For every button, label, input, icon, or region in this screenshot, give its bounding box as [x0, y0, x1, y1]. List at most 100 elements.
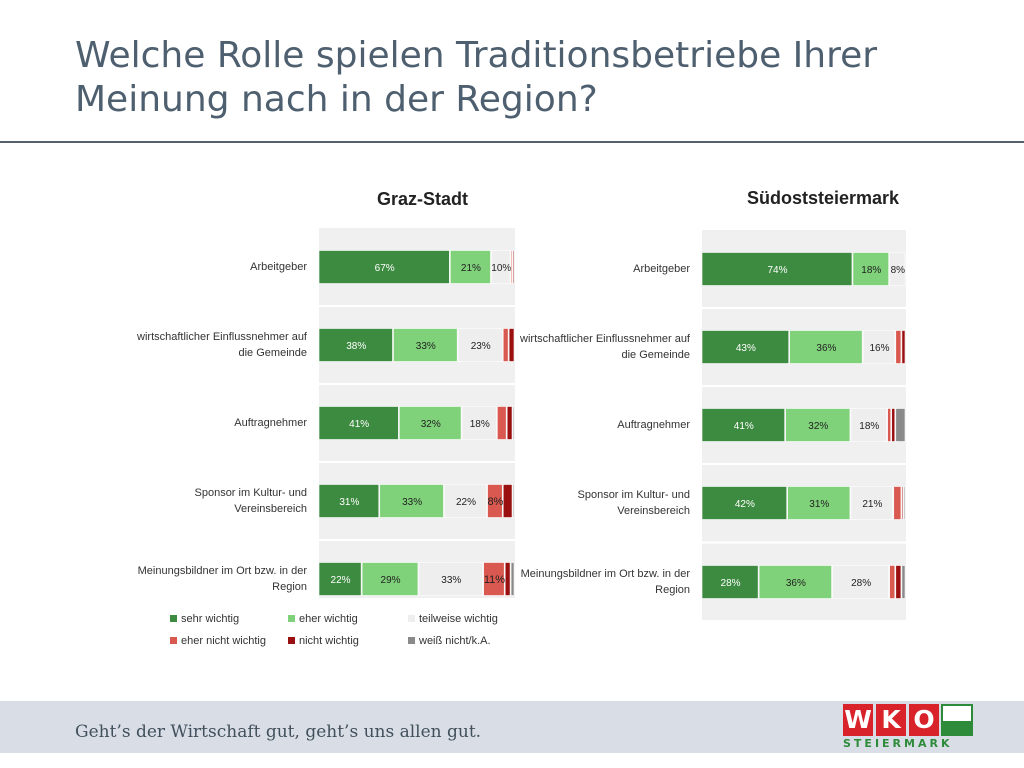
category-label: Sponsor im Kultur- und Vereinsbereich [194, 487, 308, 515]
page-title-line-1: Welche Rolle spielen Traditionsbetriebe … [75, 35, 878, 76]
bar-data-label: 22% [456, 497, 476, 508]
bar-segment-eher_nicht_wichtig [887, 408, 892, 442]
bar-data-label: 31% [809, 499, 829, 510]
charts-canvas: 67% 21% 10% 38% 33% 23% 41% 32% 18% 31% 33% 22% 8% 22… [318, 228, 906, 620]
bar-data-label: 18% [470, 419, 490, 430]
bar-data-label: 41% [734, 421, 754, 432]
legend-swatch [288, 637, 295, 644]
category-label: wirtschaftlicher Einflussnehmer auf die … [520, 333, 690, 361]
bar-segment-eher_wichtig [361, 562, 419, 596]
bar-segment-eher_nicht_wichtig [483, 562, 505, 596]
bar-data-label: 28% [721, 578, 741, 589]
bar-segment-teilweise_wichtig [491, 250, 511, 284]
bar-segment-nicht_wichtig [502, 484, 513, 518]
bar-segment-eher_wichtig [379, 484, 444, 518]
bar-segment-nicht_wichtig [508, 328, 515, 362]
bar-segment-eher_wichtig [399, 406, 462, 440]
bar-data-label: 16% [869, 343, 889, 354]
legend-swatch [170, 637, 177, 644]
bar-segment-weiss_nicht [895, 408, 906, 442]
bar-segment-sehr_wichtig [318, 484, 380, 518]
bar-segment-nicht_wichtig [901, 486, 904, 520]
chart-title-suedost: Südoststeiermark [747, 188, 900, 208]
bar-segment-sehr_wichtig [318, 406, 399, 440]
bar-segment-nicht_wichtig [506, 406, 513, 440]
bar-data-label: 22% [331, 575, 351, 586]
bar-data-label: 67% [375, 263, 395, 274]
bar-data-label: 11% [484, 574, 505, 586]
bar-data-label: 33% [416, 341, 436, 352]
bar-data-label: 41% [349, 419, 369, 430]
legend-swatch [408, 615, 415, 622]
bar-data-label: 29% [381, 575, 401, 586]
bar-data-label: 43% [736, 343, 756, 354]
category-label: Auftragnehmer [617, 419, 690, 431]
bar-data-label: 36% [786, 578, 806, 589]
bar-segment-eher_nicht_wichtig [502, 328, 509, 362]
bar-segment-teilweise_wichtig [889, 252, 906, 286]
bar-segment-nicht_wichtig [895, 565, 902, 599]
bar-segment-eher_wichtig [450, 250, 491, 284]
footer-tagline: Geht’s der Wirtschaft gut, geht’s uns al… [75, 722, 482, 742]
bar-segment-weiss_nicht [903, 486, 906, 520]
wko-logo: W K O STEIERMARK [843, 704, 975, 752]
bar-segment-sehr_wichtig [701, 565, 759, 599]
bar-segment-eher_nicht_wichtig [497, 406, 507, 440]
bar-segment-weiss_nicht [510, 562, 515, 596]
bar-data-label: 8% [891, 265, 906, 276]
bar-data-label: 38% [346, 341, 366, 352]
bar-segment-teilweise_wichtig [444, 484, 487, 518]
bar-data-label: 28% [851, 578, 871, 589]
bar-data-label: 42% [735, 499, 755, 510]
category-label: Meinungsbildner im Ort bzw. in der Regio… [520, 568, 690, 596]
bar-data-label: 74% [767, 265, 787, 276]
bar-segment-nicht_wichtig [504, 562, 511, 596]
category-label: Meinungsbildner im Ort bzw. in der Regio… [137, 565, 307, 593]
bar-segment-teilweise_wichtig [832, 565, 889, 599]
bar-segment-teilweise_wichtig [850, 408, 887, 442]
bar-segment-eher_nicht_wichtig [895, 330, 902, 364]
bar-segment-weiss_nicht [901, 565, 906, 599]
bar-segment-eher_wichtig [393, 328, 458, 362]
category-label: Arbeitgeber [250, 261, 307, 273]
bar-segment-eher_wichtig [789, 330, 863, 364]
bar-segment-sehr_wichtig [318, 250, 450, 284]
legend-label: sehr wichtig [181, 613, 240, 625]
category-label: wirtschaftlicher Einflussnehmer auf die … [137, 331, 307, 359]
legend-label: teilweise wichtig [419, 613, 498, 625]
legend-label: weiß nicht/k.A. [419, 635, 491, 647]
bar-segment-eher_wichtig [787, 486, 851, 520]
bar-data-label: 21% [862, 499, 882, 510]
bar-segment-eher_wichtig [852, 252, 889, 286]
bar-segment-eher_nicht_wichtig [510, 250, 513, 284]
bar-segment-eher_wichtig [758, 565, 832, 599]
bar-segment-teilweise_wichtig [461, 406, 497, 440]
legend-label: nicht wichtig [299, 635, 359, 647]
legend-label: eher wichtig [299, 613, 358, 625]
category-label: Auftragnehmer [234, 417, 307, 429]
bar-data-label: 18% [861, 265, 881, 276]
bar-segment-weiss_nicht [512, 484, 515, 518]
bar-segment-nicht_wichtig [891, 408, 896, 442]
bar-data-label: 8% [487, 496, 503, 508]
legend-label: eher nicht wichtig [181, 635, 266, 647]
logo-subtitle: STEIERMARK [843, 737, 953, 750]
bar-segment-sehr_wichtig [701, 330, 790, 364]
logo-letter-k: K [876, 704, 906, 736]
legend-swatch [288, 615, 295, 622]
bar-data-label: 23% [471, 341, 491, 352]
title-divider [0, 141, 1024, 143]
bar-segment-sehr_wichtig [318, 562, 362, 596]
bar-segment-weiss_nicht [512, 406, 515, 440]
bar-segment-teilweise_wichtig [418, 562, 483, 596]
bar-segment-eher_nicht_wichtig [889, 565, 896, 599]
bar-segment-eher_wichtig [785, 408, 851, 442]
styria-flag-icon [941, 704, 973, 736]
bar-segment-sehr_wichtig [701, 252, 853, 286]
chart-title-graz: Graz-Stadt [377, 189, 469, 209]
bar-segment-teilweise_wichtig [862, 330, 896, 364]
category-label: Sponsor im Kultur- und Vereinsbereich [577, 489, 691, 517]
logo-letter-w: W [843, 704, 873, 736]
page-title-line-2: Meinung nach in der Region? [75, 79, 598, 120]
bar-segment-nicht_wichtig [512, 250, 515, 284]
